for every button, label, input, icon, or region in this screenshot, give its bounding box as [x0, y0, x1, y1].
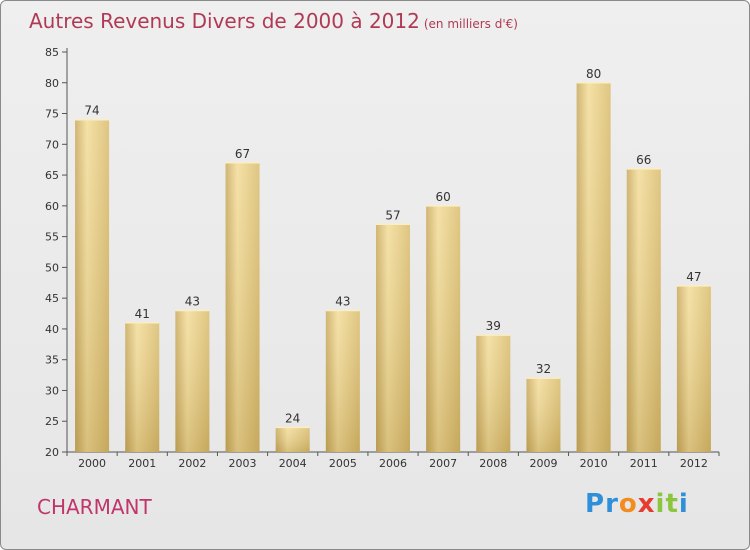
logo-letter: t — [665, 489, 679, 519]
logo-letter: r — [605, 489, 619, 519]
bar-shade — [526, 378, 561, 452]
bar-shade — [175, 310, 210, 452]
data-label: 74 — [84, 104, 99, 118]
x-tick-label: 2006 — [379, 457, 407, 470]
proxiti-logo: Proxiti — [585, 489, 689, 519]
data-label: 39 — [486, 319, 501, 333]
y-tick-label: 70 — [45, 138, 59, 151]
x-tick-label: 2009 — [529, 457, 557, 470]
data-label: 57 — [385, 208, 400, 222]
bar-shade — [626, 168, 661, 452]
bar-shade — [376, 224, 410, 452]
y-tick-label: 40 — [45, 323, 59, 336]
data-label: 67 — [235, 147, 250, 161]
bar-shade — [676, 285, 711, 452]
bar-shade — [476, 335, 511, 452]
bar-shade — [75, 119, 110, 452]
bar-shade — [275, 427, 310, 452]
data-label: 60 — [436, 190, 451, 204]
y-tick-label: 65 — [45, 169, 59, 182]
logo-letter: P — [585, 489, 606, 519]
y-tick-label: 25 — [45, 415, 59, 428]
x-tick-label: 2003 — [229, 457, 257, 470]
data-label: 24 — [285, 411, 300, 425]
x-tick-label: 2012 — [680, 457, 708, 470]
y-tick-label: 55 — [45, 231, 59, 244]
y-tick-label: 35 — [45, 354, 59, 367]
data-label: 32 — [536, 362, 551, 376]
bar-shade — [576, 82, 611, 453]
bar-shade — [325, 310, 360, 452]
x-tick-label: 2011 — [630, 457, 658, 470]
bars: 74 41 43 67 24 43 57 60 39 32 80 66 47 — [75, 67, 711, 453]
commune-name: CHARMANT — [37, 495, 152, 519]
bar-shade — [125, 322, 160, 452]
y-tick-label: 80 — [45, 77, 59, 90]
logo-letter: i — [655, 489, 666, 519]
y-tick-label: 30 — [45, 384, 59, 397]
y-tick-label: 75 — [45, 108, 59, 121]
bar-shade — [426, 205, 461, 452]
axes: 20 25 30 35 40 45 50 55 60 65 70 75 80 85 2000 2001 2002… — [45, 46, 720, 470]
title-text: Autres Revenus Divers de 2000 à 2012 — [29, 9, 420, 33]
x-tick-label: 2000 — [78, 457, 106, 470]
x-tick-label: 2004 — [279, 457, 307, 470]
data-label: 41 — [135, 307, 150, 321]
y-tick-label: 50 — [45, 261, 59, 274]
logo-letter: o — [618, 489, 638, 519]
data-label: 43 — [335, 294, 350, 308]
y-tick-label: 85 — [45, 46, 59, 59]
x-tick-label: 2002 — [178, 457, 206, 470]
y-tick-label: 45 — [45, 292, 59, 305]
y-tick-label: 20 — [45, 446, 59, 459]
data-label: 47 — [686, 270, 701, 284]
logo-letter: x — [637, 489, 656, 519]
x-tick-label: 2010 — [580, 457, 608, 470]
x-tick-label: 2007 — [429, 457, 457, 470]
x-tick-label: 2005 — [329, 457, 357, 470]
data-label: 66 — [636, 153, 651, 167]
data-label: 80 — [586, 67, 601, 81]
x-tick-label: 2001 — [128, 457, 156, 470]
chart-title: Autres Revenus Divers de 2000 à 2012 (en … — [29, 9, 518, 33]
x-tick-label: 2008 — [479, 457, 507, 470]
bar-shade — [225, 162, 260, 452]
chart-subtitle: (en milliers d'€) — [423, 17, 518, 31]
logo-letter: i — [678, 489, 689, 519]
data-label: 43 — [185, 294, 200, 308]
y-tick-label: 60 — [45, 200, 59, 213]
